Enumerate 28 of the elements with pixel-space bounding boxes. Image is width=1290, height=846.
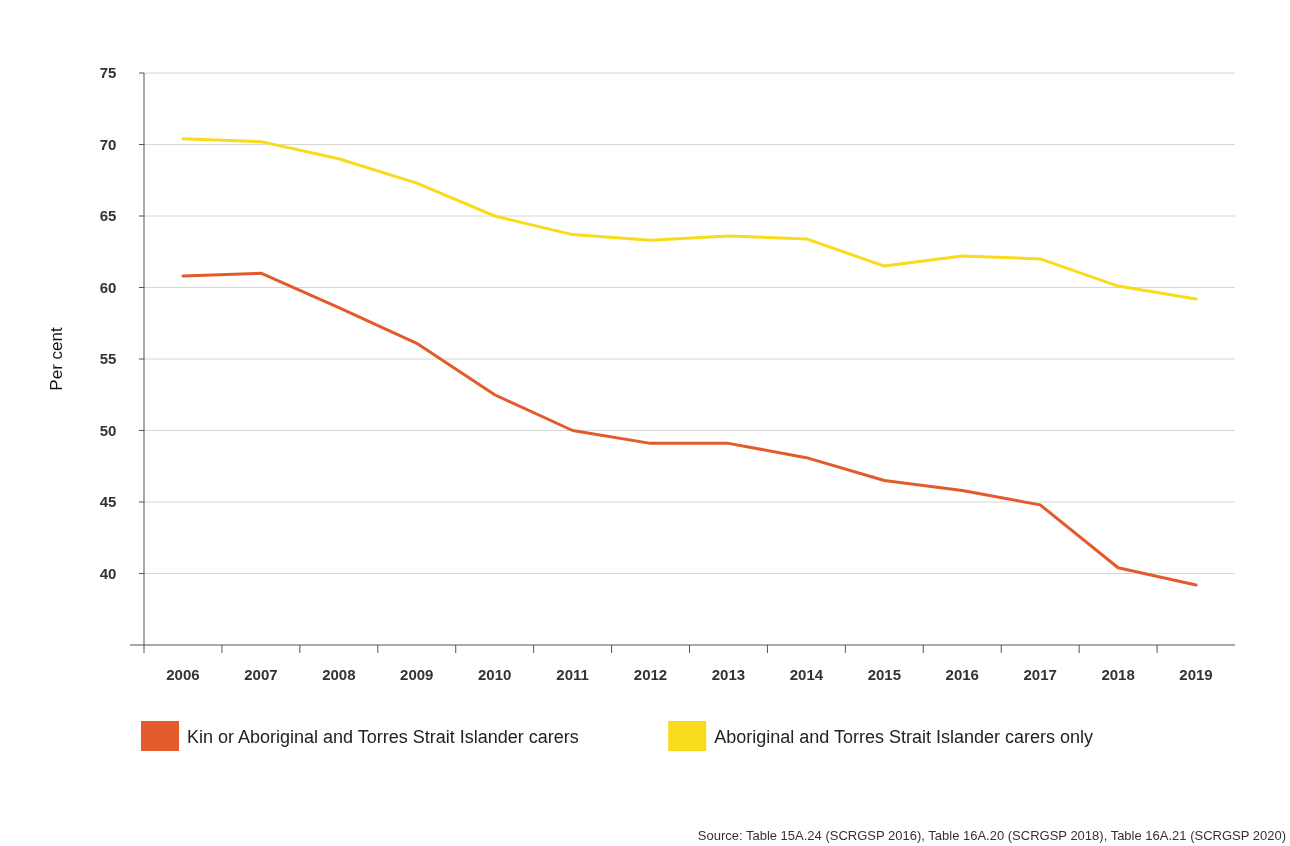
legend-label: Kin or Aboriginal and Torres Strait Islander carers	[187, 727, 579, 748]
legend-label: Aboriginal and Torres Strait Islander carers only	[714, 727, 1094, 748]
x-tick-label: 2015	[867, 666, 902, 683]
x-tick-label: 2009	[400, 666, 434, 683]
y-tick-label: 60	[99, 278, 117, 296]
x-tick-label: 2007	[244, 666, 278, 683]
x-tick-label: 2013	[711, 666, 746, 683]
y-tick-label: 70	[99, 135, 117, 153]
x-tick-label: 2010	[477, 666, 512, 683]
y-tick-label: 55	[99, 350, 117, 368]
x-tick-label: 2018	[1101, 666, 1135, 683]
x-tick-label: 2014	[789, 666, 824, 683]
y-tick-label: 65	[99, 207, 117, 225]
x-tick-label: 2017	[1023, 666, 1057, 683]
x-tick-label: 2006	[166, 666, 200, 683]
x-tick-label: 2019	[1179, 666, 1213, 683]
x-tick-label: 2011	[556, 666, 589, 683]
y-tick-label: 50	[99, 421, 117, 439]
y-axis-title: Per cent	[47, 327, 66, 391]
line-series	[181, 271, 1198, 587]
x-tick-label: 2016	[945, 666, 979, 683]
y-tick-label: 75	[99, 64, 117, 82]
x-tick-label: 2012	[633, 666, 668, 683]
source-note: Source: Table 15A.24 (SCRGSP 2016), Table 16A.20 (SCRGSP 2018), Table 16A.21 (SCRGSP 2020)	[697, 828, 1286, 843]
x-tick-label: 2008	[322, 666, 356, 683]
line-series	[181, 137, 1198, 301]
y-tick-label: 40	[99, 564, 117, 582]
y-tick-label: 45	[99, 493, 117, 511]
